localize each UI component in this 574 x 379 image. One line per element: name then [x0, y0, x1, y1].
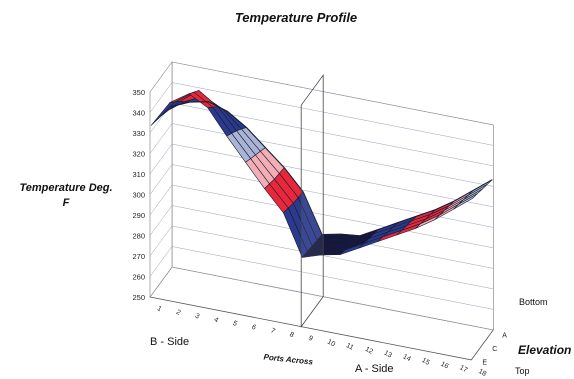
gridline-z-350 — [149, 61, 494, 126]
chart-gridlines — [149, 61, 494, 331]
x-tick-label: 8 — [288, 331, 295, 339]
z-tick-label: 280 — [132, 232, 145, 241]
elevation-bottom-label: Bottom — [519, 297, 548, 307]
x-tick-label: 6 — [250, 324, 257, 332]
a-side-label: A - Side — [355, 363, 394, 375]
x-tick-label: 1 — [156, 305, 163, 313]
z-tick-label: 350 — [132, 88, 145, 97]
z-axis-title-line1: Temperature Deg. — [19, 182, 112, 194]
z-tick-label: 320 — [132, 150, 145, 159]
gridline-z-300 — [149, 164, 494, 228]
x-tick-label: 13 — [383, 350, 393, 360]
z-tick-label: 270 — [132, 252, 145, 261]
z-tick-label: 290 — [132, 211, 145, 220]
marker-plane — [300, 73, 324, 328]
z-tick-label: 330 — [132, 129, 145, 138]
x-tick-label: 14 — [402, 353, 412, 363]
z-tick-label: 340 — [132, 109, 145, 118]
gridline-z-250 — [149, 266, 494, 331]
x-tick-label: 10 — [326, 338, 336, 348]
y-tick-label: A — [502, 332, 507, 339]
gridline-z-310 — [149, 143, 494, 208]
y-tick-label: E — [482, 359, 487, 366]
port-marker-plane — [300, 73, 324, 328]
x-tick-label: 4 — [213, 316, 220, 324]
surface-mesh — [150, 90, 493, 258]
gridline-z-270 — [149, 225, 494, 290]
x-tick-label: 11 — [345, 342, 355, 352]
z-tick-label: 260 — [132, 273, 145, 282]
chart-title: Temperature Profile — [235, 10, 357, 25]
elevation-top-label: Top — [515, 366, 530, 376]
x-tick-label: 15 — [420, 357, 430, 367]
z-tick-label: 310 — [132, 170, 145, 179]
surface-cell — [453, 193, 478, 210]
x-tick-label: 12 — [364, 346, 374, 356]
x-axis-title: Ports Across — [263, 352, 314, 366]
x-tick-label: 18 — [477, 368, 487, 378]
x-tick-label: 7 — [269, 327, 276, 335]
x-tick-label: 3 — [194, 313, 201, 321]
x-tick-label: 17 — [458, 364, 468, 374]
surface-front-edge — [170, 101, 493, 237]
x-tick-label: 2 — [175, 309, 182, 317]
y-axis-title: Elevation — [518, 343, 571, 357]
x-tick-label: 5 — [231, 320, 238, 328]
x-tick-label: 9 — [307, 335, 314, 343]
gridline-z-260 — [149, 246, 494, 310]
z-tick-label: 300 — [132, 191, 145, 200]
gridline-z-280 — [149, 205, 494, 269]
z-axis-title-line2: F — [63, 197, 70, 209]
gridline-z-340 — [149, 82, 494, 146]
gridline-z-320 — [149, 123, 494, 187]
b-side-label: B - Side — [150, 336, 189, 348]
z-tick-label: 250 — [132, 293, 145, 302]
x-tick-label: 16 — [439, 361, 449, 371]
y-tick-label: C — [492, 346, 497, 353]
